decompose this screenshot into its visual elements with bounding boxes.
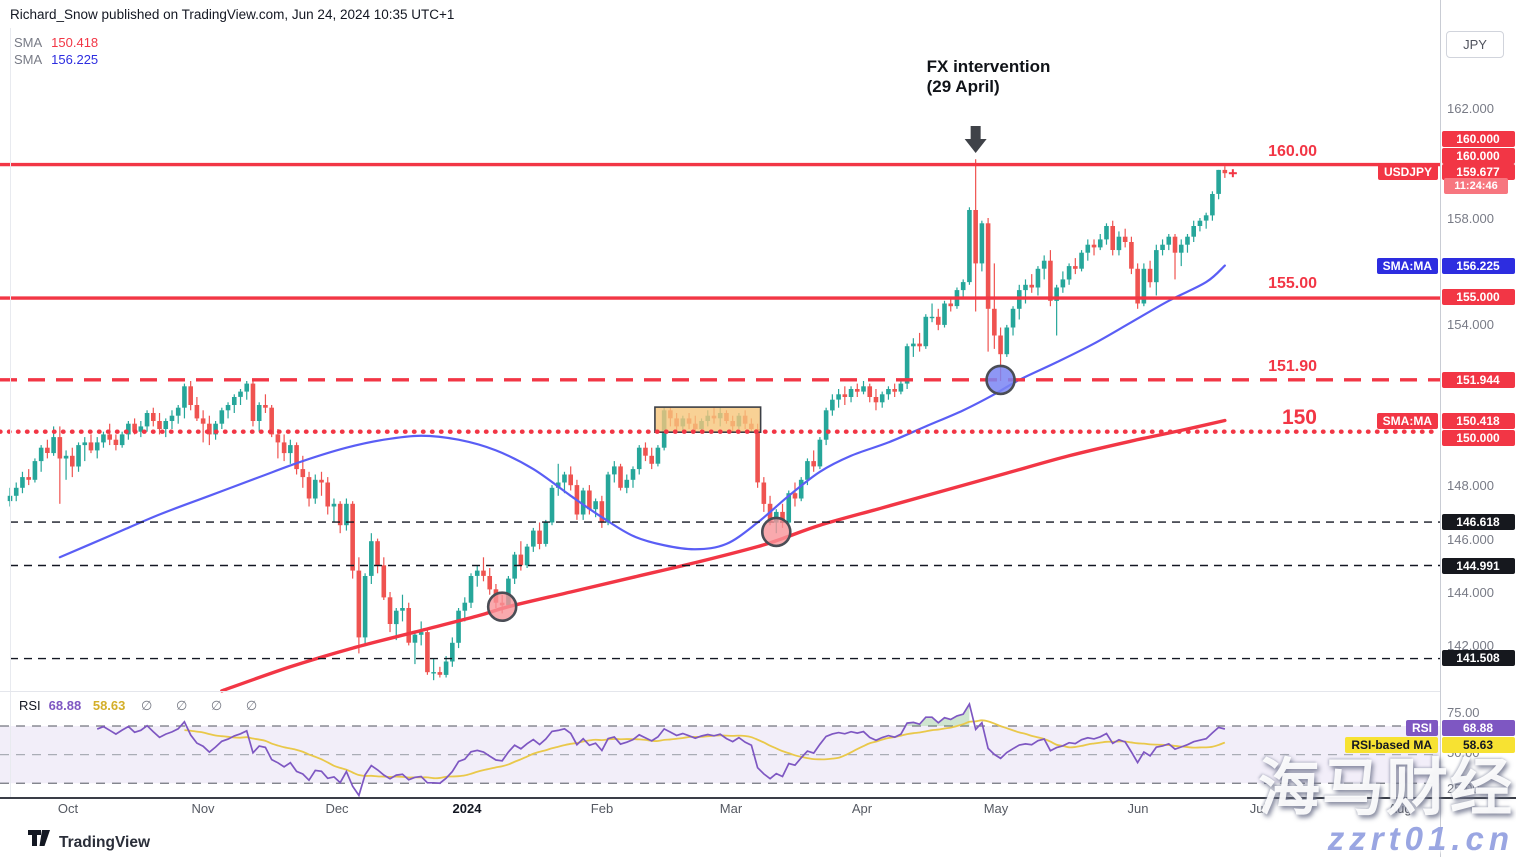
level-label-150: 150 bbox=[1281, 406, 1317, 429]
pane-separator bbox=[0, 691, 1440, 692]
axis-badge-146.618: 146.618 bbox=[1441, 514, 1515, 530]
axis-badge-160.000: 160.000 bbox=[1441, 148, 1515, 164]
axis-tick: 158.000 bbox=[1447, 211, 1494, 226]
axis-badge-150.000: 150.000 bbox=[1441, 430, 1515, 446]
level-label-160.00: 160.00 bbox=[1268, 143, 1317, 160]
currency-unit-button[interactable]: JPY bbox=[1446, 31, 1504, 58]
time-axis-label-Mar[interactable]: Mar bbox=[719, 801, 743, 816]
chart-canvas[interactable] bbox=[0, 0, 1443, 798]
sma1-label: SMA bbox=[14, 35, 43, 50]
annotation-line1: FX intervention bbox=[926, 57, 1051, 76]
pane-badge-USDJPY: USDJPY bbox=[1377, 164, 1438, 180]
watermark: 海马财经 zzrt01.cn bbox=[1257, 754, 1514, 857]
rsi-label: RSI bbox=[19, 698, 41, 713]
axis-tick: 142.000 bbox=[1447, 638, 1494, 653]
sma1-value: 150.418 bbox=[51, 35, 99, 50]
published-byline: Richard_Snow published on TradingView.co… bbox=[10, 7, 455, 22]
pane-badge-RSI: RSI bbox=[1405, 720, 1438, 736]
axis-tick: 75.00 bbox=[1447, 705, 1480, 720]
axis-badge-150.418: 150.418 bbox=[1441, 413, 1515, 429]
level-label-151.90: 151.90 bbox=[1268, 358, 1317, 375]
tradingview-logo[interactable]: TradingView bbox=[28, 830, 150, 855]
sma2-value: 156.225 bbox=[51, 52, 99, 67]
time-axis-label-Jul[interactable]: Jul bbox=[1249, 801, 1267, 816]
rsi-ma-value: 58.63 bbox=[92, 698, 126, 713]
pane-badge-SMA:MA: SMA:MA bbox=[1376, 258, 1438, 274]
axis-tick: 144.000 bbox=[1447, 585, 1494, 600]
tradingview-logo-text: TradingView bbox=[59, 833, 151, 851]
axis-badge-144.991: 144.991 bbox=[1441, 558, 1515, 574]
axis-badge-160.000: 160.000 bbox=[1441, 131, 1515, 147]
tradingview-logo-icon bbox=[28, 830, 51, 855]
axis-badge-141.508: 141.508 bbox=[1441, 650, 1515, 666]
axis-tick: 148.000 bbox=[1447, 478, 1494, 493]
candles bbox=[7, 159, 1228, 681]
axis-tick: 25.00 bbox=[1447, 781, 1480, 796]
axis-badge-11:24:46: 11:24:46 bbox=[1444, 178, 1508, 194]
rsi-line[interactable] bbox=[96, 701, 1226, 798]
time-axis-label-May[interactable]: May bbox=[983, 801, 1009, 816]
blue-marker-circle[interactable] bbox=[985, 364, 1016, 396]
left-border bbox=[10, 28, 11, 797]
down-arrow-icon[interactable] bbox=[964, 126, 987, 153]
fx-intervention-annotation: FX intervention (29 April) bbox=[927, 57, 1051, 97]
axis-badge-58.63: 58.63 bbox=[1441, 737, 1515, 753]
axis-tick: 162.000 bbox=[1447, 101, 1494, 116]
sma-fast-line[interactable] bbox=[58, 264, 1226, 559]
time-axis-label-Dec[interactable]: Dec bbox=[325, 801, 349, 816]
time-axis-label-Jun[interactable]: Jun bbox=[1127, 801, 1149, 816]
axis-badge-68.88: 68.88 bbox=[1441, 720, 1515, 736]
consolidation-box[interactable] bbox=[654, 406, 762, 434]
pane-badge-SMA:MA: SMA:MA bbox=[1376, 413, 1438, 429]
axis-badge-155.000: 155.000 bbox=[1441, 289, 1515, 305]
rsi-value: 68.88 bbox=[48, 698, 82, 713]
annotation-line2: (29 April) bbox=[926, 77, 1000, 96]
rsi-empty-slots: ∅ ∅ ∅ ∅ bbox=[141, 698, 268, 713]
watermark-cn-text: 海马财经 bbox=[1257, 754, 1514, 823]
time-axis-label-2024[interactable]: 2024 bbox=[452, 801, 482, 816]
time-axis-label-Oct[interactable]: Oct bbox=[57, 801, 79, 816]
sma-slow-line[interactable] bbox=[220, 418, 1227, 693]
axis-tick: 146.000 bbox=[1447, 532, 1494, 547]
sma-legend-row-2[interactable]: SMA 156.225 bbox=[14, 52, 98, 67]
axis-tick: 154.000 bbox=[1447, 317, 1494, 332]
pink-marker-circle[interactable] bbox=[760, 516, 792, 548]
last-price-marker bbox=[1228, 169, 1237, 178]
sma2-label: SMA bbox=[14, 52, 43, 67]
time-axis-label-Nov[interactable]: Nov bbox=[191, 801, 215, 816]
axis-badge-156.225: 156.225 bbox=[1441, 258, 1515, 274]
rsi-legend-row[interactable]: RSI 68.88 58.63 ∅ ∅ ∅ ∅ bbox=[19, 698, 267, 714]
time-axis-label-Apr[interactable]: Apr bbox=[851, 801, 873, 816]
watermark-url-text: zzrt01.cn bbox=[1327, 820, 1514, 857]
axis-badge-159.677: 159.677 bbox=[1441, 164, 1515, 180]
axis-badge-151.944: 151.944 bbox=[1441, 372, 1515, 388]
level-label-155.00: 155.00 bbox=[1268, 275, 1317, 292]
time-axis-label-Feb[interactable]: Feb bbox=[590, 801, 614, 816]
chart-svg[interactable] bbox=[0, 0, 1443, 798]
sma-legend-row-1[interactable]: SMA 150.418 bbox=[14, 35, 98, 50]
rsi-overbought-fill bbox=[907, 704, 970, 726]
rsi-ma-line[interactable] bbox=[184, 719, 1226, 780]
time-axis-label-Aug[interactable]: Aug bbox=[1388, 801, 1412, 816]
pink-marker-circle[interactable] bbox=[486, 591, 518, 623]
time-axis-separator bbox=[0, 797, 1516, 799]
pane-badge-RSI-based MA: RSI-based MA bbox=[1345, 737, 1438, 753]
